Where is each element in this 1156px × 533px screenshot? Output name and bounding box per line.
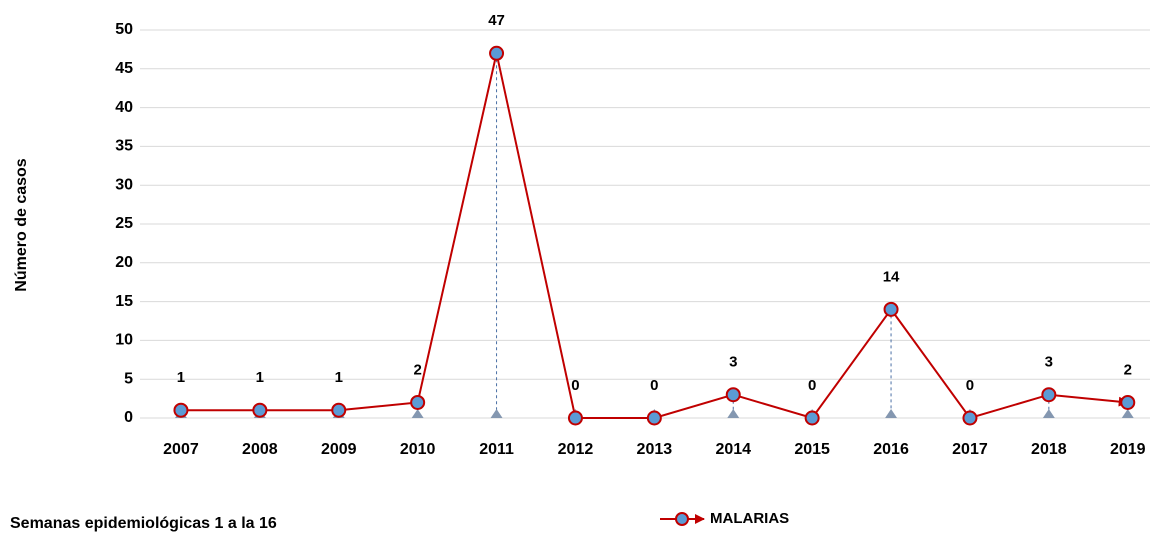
- y-tick-label: 30: [115, 176, 133, 193]
- point-marker: [883, 301, 899, 317]
- data-label: 0: [571, 377, 579, 394]
- x-tick-label: 2011: [479, 441, 514, 458]
- y-tick-label: 50: [115, 21, 133, 38]
- x-tick-label: 2009: [321, 441, 357, 458]
- point-marker: [489, 45, 505, 61]
- data-label: 3: [729, 354, 737, 371]
- x-tick-label: 2015: [794, 441, 830, 458]
- data-label: 3: [1045, 354, 1053, 371]
- base-triangle: [1042, 409, 1055, 418]
- base-triangle: [411, 409, 424, 418]
- y-tick-label: 0: [124, 409, 133, 426]
- base-triangle: [727, 409, 740, 418]
- x-tick-label: 2010: [400, 441, 436, 458]
- data-label: 14: [883, 268, 900, 285]
- x-tick-label: 2017: [952, 441, 988, 458]
- data-label: 1: [335, 369, 343, 386]
- y-tick-label: 45: [115, 60, 133, 77]
- point-marker: [1041, 387, 1057, 403]
- y-tick-label: 15: [115, 293, 133, 310]
- point-marker: [331, 402, 347, 418]
- y-axis-label: Número de casos: [13, 158, 30, 291]
- x-tick-label: 2012: [558, 441, 594, 458]
- base-triangle: [1121, 409, 1134, 418]
- point-marker: [410, 394, 426, 410]
- annotation: Semanas epidemiológicas 1 a la 16: [10, 515, 277, 532]
- point-marker: [725, 387, 741, 403]
- x-tick-label: 2014: [715, 441, 751, 458]
- point-marker: [252, 402, 268, 418]
- data-label: 0: [650, 377, 658, 394]
- x-tick-label: 2019: [1110, 441, 1146, 458]
- point-marker: [173, 402, 189, 418]
- y-tick-label: 40: [115, 99, 133, 116]
- y-tick-label: 20: [115, 254, 133, 271]
- x-tick-label: 2018: [1031, 441, 1067, 458]
- data-label: 2: [1124, 361, 1132, 378]
- x-tick-label: 2016: [873, 441, 909, 458]
- base-triangle: [885, 409, 898, 418]
- data-label: 1: [256, 369, 264, 386]
- y-tick-label: 10: [115, 332, 133, 349]
- x-tick-label: 2007: [163, 441, 199, 458]
- data-label: 0: [808, 377, 816, 394]
- point-marker: [567, 410, 583, 426]
- legend-label: MALARIAS: [710, 510, 789, 527]
- y-tick-label: 25: [115, 215, 133, 232]
- data-label: 2: [413, 361, 421, 378]
- base-triangle: [490, 409, 503, 418]
- y-tick-label: 35: [115, 138, 133, 155]
- point-marker: [1120, 394, 1136, 410]
- data-label: 1: [177, 369, 185, 386]
- y-tick-label: 5: [124, 370, 133, 387]
- data-label: 0: [966, 377, 974, 394]
- legend-marker: [675, 512, 689, 526]
- point-marker: [646, 410, 662, 426]
- data-label: 47: [488, 12, 505, 29]
- point-marker: [804, 410, 820, 426]
- point-marker: [962, 410, 978, 426]
- x-tick-label: 2013: [637, 441, 673, 458]
- x-tick-label: 2008: [242, 441, 278, 458]
